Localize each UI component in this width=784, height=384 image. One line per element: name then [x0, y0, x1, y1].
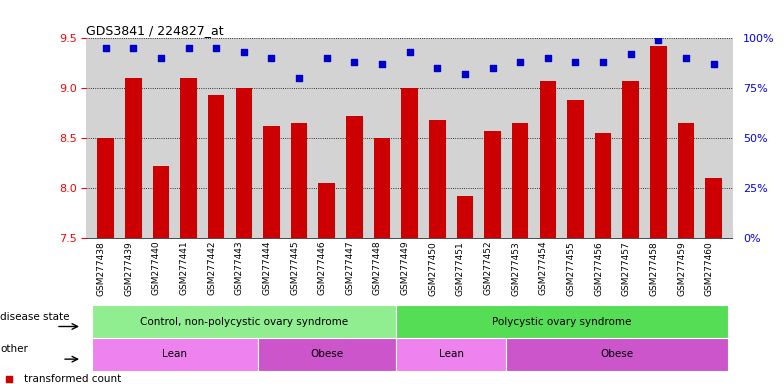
Text: GSM277440: GSM277440 — [152, 241, 161, 295]
Bar — [92, 305, 396, 338]
Text: GSM277457: GSM277457 — [622, 241, 631, 296]
Bar — [401, 88, 418, 238]
Text: Obese: Obese — [310, 349, 343, 359]
Point — [154, 55, 167, 61]
Bar — [539, 81, 556, 238]
Point — [625, 51, 637, 58]
Bar — [153, 166, 169, 238]
Point — [569, 59, 582, 65]
Point — [182, 45, 194, 51]
Point — [100, 45, 112, 51]
Point — [486, 65, 499, 71]
Point — [680, 55, 692, 61]
Text: GSM277445: GSM277445 — [290, 241, 299, 295]
Bar — [291, 123, 307, 238]
Point — [376, 61, 388, 68]
Text: GSM277452: GSM277452 — [484, 241, 492, 295]
Bar — [318, 183, 335, 238]
Text: GSM277444: GSM277444 — [263, 241, 271, 295]
Bar — [125, 78, 142, 238]
Point — [265, 55, 278, 61]
Text: Polycystic ovary syndrome: Polycystic ovary syndrome — [492, 316, 631, 327]
Text: Lean: Lean — [438, 349, 463, 359]
Bar — [208, 95, 224, 238]
Text: GSM277450: GSM277450 — [428, 241, 437, 296]
Point — [348, 59, 361, 65]
Bar — [650, 46, 666, 238]
Text: GSM277448: GSM277448 — [373, 241, 382, 295]
Bar — [429, 120, 445, 238]
Point — [321, 55, 333, 61]
Bar — [396, 338, 506, 371]
Text: other: other — [0, 344, 28, 354]
Text: GSM277451: GSM277451 — [456, 241, 465, 296]
Text: GSM277449: GSM277449 — [401, 241, 409, 295]
Text: GSM277458: GSM277458 — [649, 241, 659, 296]
Text: GSM277459: GSM277459 — [677, 241, 686, 296]
Text: GSM277446: GSM277446 — [318, 241, 327, 295]
Point — [514, 59, 527, 65]
Bar — [235, 88, 252, 238]
Text: Obese: Obese — [601, 349, 633, 359]
Bar — [97, 138, 114, 238]
Bar — [595, 133, 612, 238]
Point — [431, 65, 444, 71]
Bar — [180, 78, 197, 238]
Text: Control, non-polycystic ovary syndrome: Control, non-polycystic ovary syndrome — [140, 316, 348, 327]
Text: GSM277460: GSM277460 — [705, 241, 713, 296]
Text: disease state: disease state — [0, 312, 70, 322]
Point — [597, 59, 609, 65]
Bar — [92, 338, 258, 371]
Bar — [706, 178, 722, 238]
Bar — [456, 196, 474, 238]
Text: GSM277442: GSM277442 — [207, 241, 216, 295]
Point — [707, 61, 720, 68]
Point — [542, 55, 554, 61]
Bar — [677, 123, 695, 238]
Point — [127, 45, 140, 51]
Point — [292, 75, 305, 81]
Bar — [485, 131, 501, 238]
Bar — [346, 116, 363, 238]
Text: GSM277439: GSM277439 — [124, 241, 133, 296]
Text: Lean: Lean — [162, 349, 187, 359]
Text: GSM277447: GSM277447 — [346, 241, 354, 295]
Text: GDS3841 / 224827_at: GDS3841 / 224827_at — [86, 24, 224, 37]
Point — [459, 71, 471, 78]
Text: GSM277456: GSM277456 — [594, 241, 603, 296]
Bar — [258, 338, 396, 371]
Text: GSM277438: GSM277438 — [96, 241, 106, 296]
Point — [238, 49, 250, 55]
Text: GSM277443: GSM277443 — [234, 241, 244, 295]
Point — [403, 49, 416, 55]
Text: GSM277455: GSM277455 — [567, 241, 575, 296]
Point — [210, 45, 223, 51]
Bar — [512, 123, 528, 238]
Text: transformed count: transformed count — [24, 374, 121, 384]
Bar — [567, 100, 584, 238]
Bar — [396, 305, 728, 338]
Bar — [263, 126, 280, 238]
Bar — [622, 81, 639, 238]
Text: GSM277454: GSM277454 — [539, 241, 548, 295]
Text: GSM277441: GSM277441 — [180, 241, 188, 295]
Bar — [506, 338, 728, 371]
Text: GSM277453: GSM277453 — [511, 241, 521, 296]
Point — [652, 37, 665, 43]
Point — [3, 376, 16, 382]
Bar — [374, 138, 390, 238]
